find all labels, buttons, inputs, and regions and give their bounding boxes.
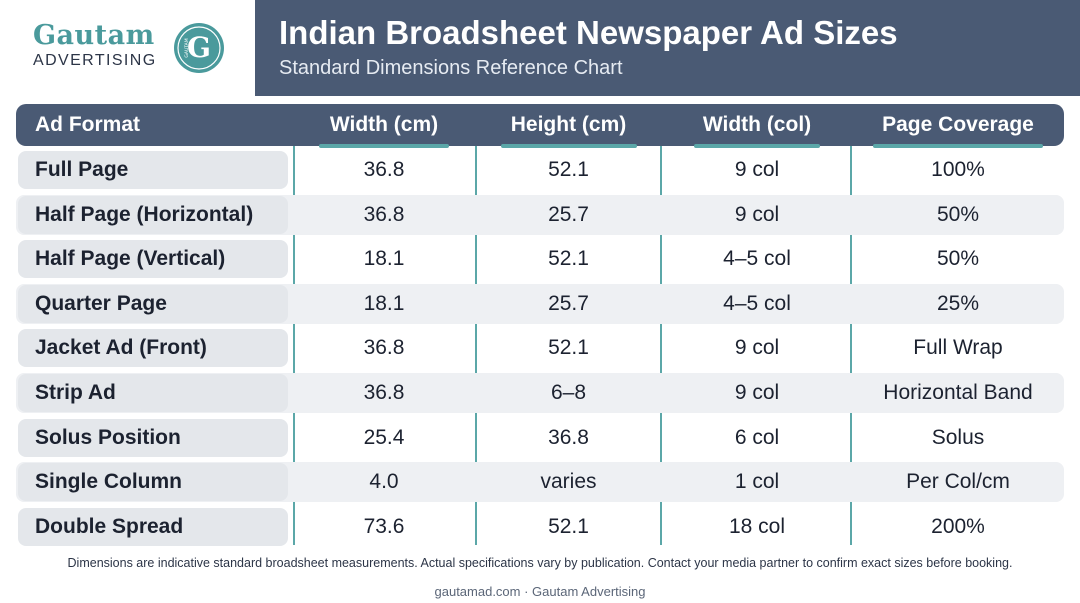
page-title: Indian Broadsheet Newspaper Ad Sizes [279, 14, 898, 51]
cell-width-cm: 18.1 [363, 291, 405, 315]
table-row: Jacket Ad (Front) 36.8 52.1 9 col Full Wrap [16, 328, 1064, 368]
cell-height-cm: 25.7 [548, 202, 589, 226]
header-width-cm: Width (cm) [294, 104, 474, 148]
table-row: Full Page 36.8 52.1 9 col 100% [16, 150, 1064, 190]
cell-height-cm: 52.1 [548, 247, 589, 271]
logo-badge-letter: G [187, 31, 211, 64]
cell-width-col: 9 col [734, 336, 780, 360]
row-label-background [18, 374, 288, 412]
header-ad-format: Ad Format [35, 113, 140, 136]
row-label-background [18, 507, 288, 546]
table-row: Single Column 4.0 varies 1 col Per Col/cm [16, 462, 1064, 503]
cell-page-coverage: 25% [936, 291, 980, 315]
logo-badge-text: GAUTAM [184, 38, 190, 57]
cell-height-cm: 25.7 [548, 291, 589, 315]
header-underline [873, 144, 1043, 148]
table-header: Ad Format Width (cm) Height (cm) Width (… [16, 104, 1064, 148]
cell-height-cm: 52.1 [548, 514, 589, 538]
cell-page-coverage: Horizontal Band [883, 381, 1033, 404]
table-row: Solus Position 25.4 36.8 6 col Solus [16, 418, 1064, 458]
cell-ad-format: Full Page [35, 158, 129, 181]
row-label-background [18, 284, 288, 323]
cell-ad-format: Single Column [35, 470, 182, 494]
cell-ad-format: Jacket Ad (Front) [35, 336, 207, 360]
cell-width-cm: 36.8 [363, 381, 405, 404]
column-divider [660, 104, 662, 545]
logo: Gautam ADVERTISING G GAUTAM [0, 0, 255, 96]
logo-wordmark: Gautam [33, 20, 155, 51]
column-divider [293, 104, 295, 545]
table-row: Strip Ad 36.8 6–8 9 col Horizontal Band [16, 373, 1064, 413]
cell-ad-format: Solus Position [35, 425, 181, 449]
cell-page-coverage: Full Wrap [913, 336, 1003, 360]
cell-page-coverage: 50% [936, 247, 980, 271]
header-width-col: Width (col) [662, 104, 852, 148]
cell-page-coverage: 200% [931, 514, 985, 538]
cell-ad-format: Quarter Page [35, 291, 167, 315]
cell-height-cm: 52.1 [548, 158, 589, 181]
row-label-background [18, 418, 288, 457]
cell-height-cm: 52.1 [548, 336, 589, 360]
cell-width-cm: 18.1 [363, 247, 405, 271]
table-row: Double Spread 73.6 52.1 18 col 200% [16, 507, 1064, 547]
cell-width-col: 4–5 col [723, 291, 791, 315]
cell-ad-format: Strip Ad [35, 381, 116, 404]
header-underline [319, 144, 449, 148]
page-subtitle: Standard Dimensions Reference Chart [279, 57, 623, 79]
row-label-background [18, 151, 288, 189]
logo-subtitle: ADVERTISING [33, 52, 157, 69]
header-band: Indian Broadsheet Newspaper Ad Sizes Sta… [255, 0, 1080, 96]
header-underline [694, 144, 820, 148]
cell-page-coverage: 50% [936, 202, 980, 226]
cell-width-col: 9 col [734, 158, 780, 181]
header-height-cm-label: Height (cm) [510, 113, 627, 136]
cell-height-cm: 36.8 [548, 425, 589, 449]
cell-width-col: 9 col [734, 202, 780, 226]
header-width-cm-label: Width (cm) [329, 113, 439, 136]
footer-credit: gautamad.com · Gautam Advertising [434, 584, 646, 599]
column-divider [850, 104, 852, 545]
cell-page-coverage: Solus [931, 425, 985, 449]
cell-height-cm: 6–8 [550, 381, 587, 404]
cell-width-cm: 4.0 [369, 470, 399, 494]
header-page-coverage-label: Page Coverage [882, 113, 1034, 136]
cell-width-cm: 36.8 [363, 202, 405, 226]
footnote: Dimensions are indicative standard broad… [67, 556, 1013, 570]
row-label-background [18, 240, 288, 279]
header-underline [500, 144, 637, 148]
row-label-background [18, 329, 288, 368]
cell-page-coverage: 100% [931, 158, 985, 181]
table-row: Half Page (Vertical) 18.1 52.1 4–5 col 50% [16, 239, 1064, 279]
cell-width-cm: 25.4 [363, 425, 405, 449]
cell-ad-format: Half Page (Vertical) [35, 247, 226, 271]
header-page-coverage: Page Coverage [852, 104, 1064, 148]
cell-width-cm: 73.6 [363, 514, 405, 538]
header-height-cm: Height (cm) [476, 104, 661, 148]
row-label-background [18, 195, 288, 234]
cell-page-coverage: Per Col/cm [906, 470, 1010, 494]
logo-badge-icon: G GAUTAM [174, 23, 224, 73]
cell-width-col: 1 col [734, 470, 780, 494]
header-width-col-label: Width (col) [702, 113, 812, 136]
column-divider [475, 104, 477, 545]
cell-width-col: 18 col [728, 514, 786, 538]
ad-sizes-table: Ad Format Width (cm) Height (cm) Width (… [16, 104, 1064, 546]
cell-ad-format: Half Page (Horizontal) [35, 202, 254, 226]
table-row: Half Page (Horizontal) 36.8 25.7 9 col 50% [16, 194, 1064, 235]
cell-ad-format: Double Spread [35, 514, 184, 538]
cell-width-cm: 36.8 [363, 158, 405, 181]
table-row: Quarter Page 18.1 25.7 4–5 col 25% [16, 283, 1064, 324]
row-label-background [18, 463, 288, 502]
cell-width-col: 4–5 col [723, 247, 791, 271]
cell-width-col: 6 col [734, 425, 780, 449]
cell-height-cm: varies [540, 470, 597, 494]
cell-width-cm: 36.8 [363, 336, 405, 360]
cell-width-col: 9 col [734, 381, 780, 404]
